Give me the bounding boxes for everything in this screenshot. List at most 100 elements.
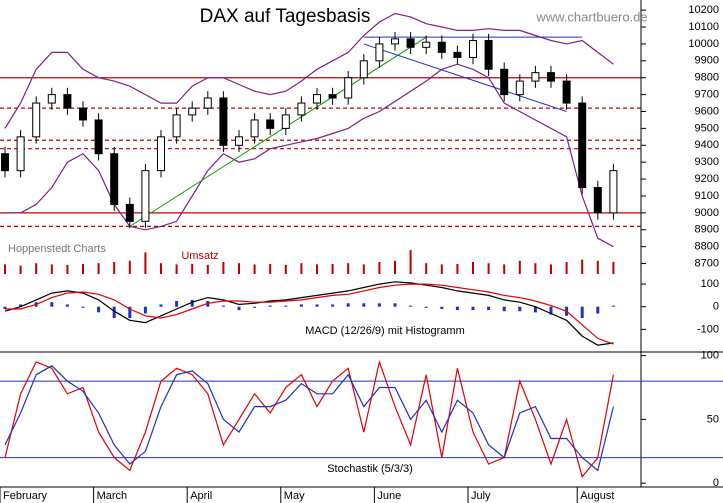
volume-bar (144, 252, 147, 274)
volume-bar (50, 264, 53, 274)
histogram-bar (50, 302, 54, 307)
histogram-bar (284, 305, 288, 307)
candle-body (562, 80, 571, 104)
x-tick-label: May (284, 490, 305, 502)
x-tick-label: August (580, 490, 614, 502)
candle-body (250, 119, 259, 138)
candle-body (47, 94, 56, 104)
candle-body (515, 80, 524, 96)
histogram-bar (315, 304, 319, 307)
y-tick-label: 8700 (695, 257, 719, 269)
y-tick-label: 8900 (695, 224, 719, 236)
histogram-bar (440, 306, 444, 309)
volume-bar (253, 264, 256, 274)
volume-bar (113, 262, 116, 274)
candle-body (328, 94, 337, 99)
candle-body (16, 136, 25, 172)
bollinger-band (4, 12, 614, 129)
histogram-bar (253, 306, 257, 308)
candle-body (63, 94, 72, 109)
volume-bar (503, 264, 506, 274)
indicator-line (4, 281, 614, 346)
histogram-bar (409, 305, 413, 307)
histogram-bar (299, 304, 303, 307)
y-tick-label: 9600 (695, 105, 719, 117)
histogram-bar (237, 306, 241, 311)
histogram-bar (455, 306, 459, 311)
volume-bar (284, 264, 287, 274)
volume-bar (347, 263, 350, 274)
y-tick-label: 0 (713, 477, 719, 489)
histogram-bar (487, 306, 491, 311)
histogram-bar (549, 306, 553, 315)
candle-body (203, 97, 212, 109)
x-tick-label: July (471, 490, 491, 502)
x-tick-label: March (97, 490, 128, 502)
volume-bar (206, 264, 209, 274)
y-tick-label: 100 (701, 349, 719, 361)
candle-body (484, 40, 493, 70)
volume-bar (394, 260, 396, 274)
volume-bar (550, 264, 552, 274)
candle-body (437, 41, 446, 53)
volume-bar (175, 264, 178, 274)
histogram-bar (393, 303, 397, 307)
candle-body (266, 119, 275, 129)
indicator-line (4, 365, 614, 472)
y-tick-label: 9400 (695, 139, 719, 151)
candle-body (79, 107, 87, 121)
volume-bar (66, 264, 69, 274)
histogram-bar (175, 301, 179, 307)
candle-body (110, 153, 119, 205)
y-tick-label: 10200 (688, 4, 719, 16)
volume-bar (4, 264, 6, 274)
y-tick-label: 9800 (695, 72, 719, 84)
histogram-bar (221, 305, 225, 307)
y-tick-label: 9500 (695, 122, 719, 134)
candle-body (1, 153, 9, 172)
histogram-bar (97, 306, 101, 313)
panel-title: Stochastik (5/3/3) (327, 463, 413, 475)
candle-body (359, 60, 368, 79)
histogram-bar (65, 304, 69, 307)
candle-body (593, 187, 602, 214)
panel-title: Umsatz (181, 250, 218, 262)
x-tick-label: April (190, 490, 212, 502)
indicator-line (5, 283, 614, 345)
chart-title: DAX auf Tagesbasis (200, 6, 371, 27)
candle-body (469, 40, 477, 58)
y-tick-label: 10000 (688, 38, 719, 50)
candle-body (406, 38, 415, 48)
y-tick-label: 100 (701, 278, 719, 290)
volume-bar (160, 263, 162, 274)
volume-bar (82, 263, 84, 274)
histogram-bar (331, 304, 335, 307)
histogram-bar (502, 306, 506, 312)
y-tick-label: -100 (697, 323, 719, 335)
histogram-bar (112, 306, 116, 319)
histogram-bar (533, 306, 537, 313)
source: www.chartbuero.de (535, 9, 647, 24)
histogram-bar (190, 299, 194, 307)
volume-bar (300, 263, 303, 274)
volume-bar (378, 262, 381, 274)
y-tick-label: 50 (707, 413, 719, 425)
candle-body (297, 102, 306, 116)
histogram-bar (377, 303, 381, 307)
volume-bar (487, 263, 490, 274)
histogram-bar (268, 305, 272, 307)
volume-bar (612, 262, 615, 274)
y-tick-label: 9700 (695, 89, 719, 101)
histogram-bar (362, 303, 366, 307)
candle-body (125, 203, 134, 222)
histogram-bar (143, 306, 147, 314)
panel-title: MACD (12/26/9) mit Histogramm (305, 325, 465, 337)
bollinger-band (5, 63, 614, 248)
histogram-bar (19, 304, 23, 307)
y-tick-label: 0 (713, 301, 719, 313)
y-tick-label: 9000 (695, 207, 719, 219)
volume-bar (425, 263, 428, 274)
candle-body (422, 41, 431, 48)
volume-bar (472, 262, 474, 274)
